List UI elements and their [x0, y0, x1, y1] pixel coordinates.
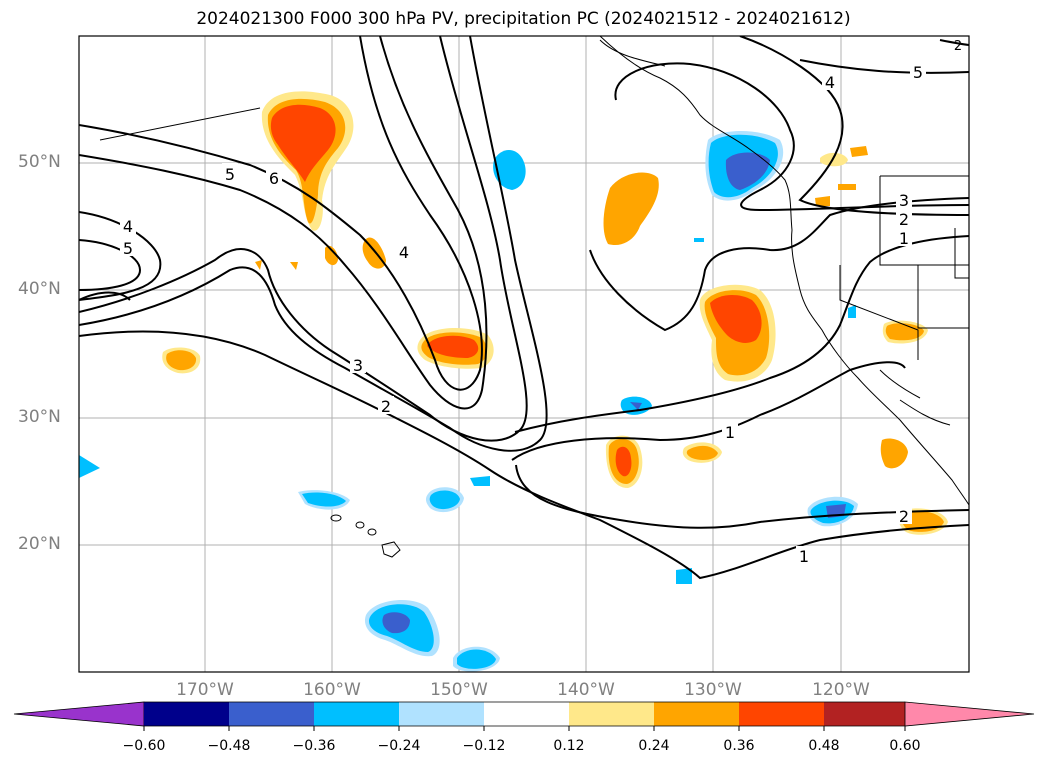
colorbar-swatch: [229, 702, 314, 726]
lon-label: 170°W: [176, 680, 234, 700]
colorbar-tick-label: −0.60: [122, 738, 166, 754]
contour-line: [939, 39, 969, 46]
contour-label: 5: [913, 63, 923, 82]
colorbar-swatch: [824, 702, 909, 726]
lon-label: 150°W: [430, 680, 488, 700]
contour-label: 4: [399, 243, 409, 262]
colorbar-swatch: [144, 702, 229, 726]
lat-label: 50°N: [18, 152, 61, 172]
map-title: 2024021300 F000 300 hPa PV, precipitatio…: [196, 9, 851, 29]
colorbar-tick-label: 0.36: [723, 738, 755, 754]
contour-label: 2: [899, 507, 909, 526]
colorbar-tick-label: 0.60: [889, 738, 921, 754]
contour-line: [79, 211, 162, 301]
precip-blob-center: [603, 172, 659, 246]
contour-label: 5: [123, 239, 133, 258]
contour-label: 1: [725, 423, 735, 442]
contour-label: 1: [799, 547, 809, 566]
lon-label: 120°W: [812, 680, 870, 700]
contour-line: [79, 239, 142, 291]
colorbar-tick-label: 0.24: [638, 738, 670, 754]
contour-label: 5: [225, 165, 235, 184]
colorbar-swatch: [484, 702, 569, 726]
pv-contours: [79, 36, 969, 580]
lon-label: 130°W: [684, 680, 742, 700]
map-background: [79, 36, 969, 672]
contour-label: 2: [899, 210, 909, 229]
contour-labels: 5 6 4 5 4 3 2 1 1 2 4 5 3 2: [120, 39, 962, 566]
colorbar-swatch: [569, 702, 654, 726]
colorbar-tick-label: −0.48: [207, 738, 251, 754]
colorbar-swatch: [314, 702, 399, 726]
contour-label: 1: [899, 229, 909, 248]
map-frame: [78, 35, 970, 673]
coastlines: [99, 36, 969, 506]
colorbar-tick-label: −0.36: [292, 738, 336, 754]
contour-line: [739, 36, 969, 216]
colorbar-tick-label: 0.12: [553, 738, 585, 754]
colorbar: [13, 701, 1035, 731]
contour-line: [614, 62, 969, 212]
contour-line: [514, 235, 969, 433]
contour-line: [79, 36, 528, 442]
colorbar-tick-label: −0.12: [462, 738, 506, 754]
contour-label: 4: [123, 217, 133, 236]
contour-line: [511, 361, 906, 461]
contour-label: 3: [899, 191, 909, 210]
lat-label: 40°N: [18, 279, 61, 299]
contour-line: [79, 291, 131, 301]
colorbar-swatch: [399, 702, 484, 726]
precip-positive-areas: [162, 91, 948, 535]
contour-label: 6: [269, 169, 279, 188]
contour-line: [799, 59, 969, 74]
colorbar-extend-high: [904, 701, 1035, 727]
colorbar-swatch: [739, 702, 824, 726]
lat-label: 30°N: [18, 407, 61, 427]
lon-label: 160°W: [303, 680, 361, 700]
contour-label: 4: [825, 73, 835, 92]
contour-label: 2: [954, 39, 962, 54]
contour-line: [79, 36, 548, 452]
contour-line: [515, 464, 969, 529]
contour-label: 2: [381, 397, 391, 416]
colorbar-tick-label: 0.48: [808, 738, 840, 754]
colorbar-extend-low: [13, 701, 145, 727]
lon-label: 140°W: [557, 680, 615, 700]
lat-label: 20°N: [18, 534, 61, 554]
colorbar-swatch: [654, 702, 739, 726]
hawaii-islands: [330, 514, 401, 558]
precip-neg-central-north: [493, 149, 526, 190]
colorbar-tick-label: −0.24: [377, 738, 421, 754]
contour-line: [79, 36, 488, 410]
contour-label: 3: [353, 356, 363, 375]
contour-line: [79, 36, 483, 391]
